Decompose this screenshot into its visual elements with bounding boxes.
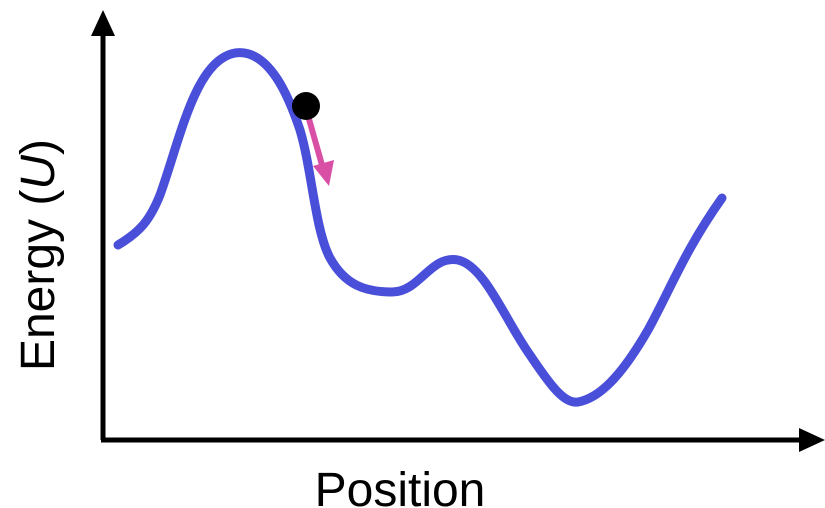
y-axis-label-variable: U	[12, 155, 65, 190]
ball	[292, 92, 320, 120]
y-axis-label-suffix: )	[12, 139, 65, 155]
energy-curve	[113, 48, 727, 407]
y-axis-arrowhead	[91, 10, 115, 36]
x-axis-arrowhead	[799, 428, 825, 452]
force-arrow-shaft	[304, 109, 325, 168]
y-axis-label: Energy (U)	[12, 139, 65, 371]
y-axis-label-prefix: Energy (	[12, 190, 65, 371]
force-arrow-head	[313, 160, 334, 186]
x-axis-label: Position	[315, 464, 486, 508]
